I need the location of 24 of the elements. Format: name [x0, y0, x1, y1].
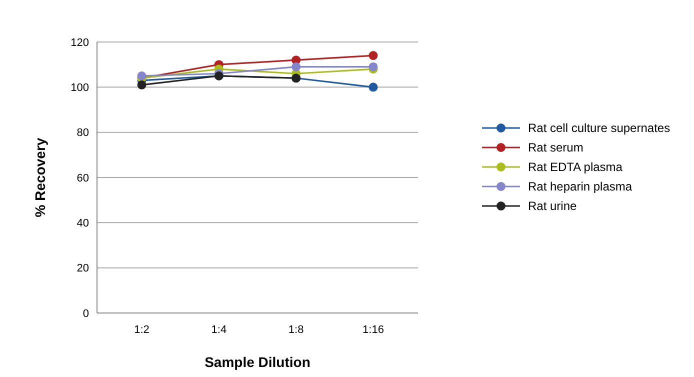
x-tick-label: 1:16: [362, 324, 384, 336]
y-axis-title: % Recovery: [32, 138, 48, 218]
point: [137, 71, 146, 80]
legend-label: Rat serum: [528, 140, 584, 155]
x-axis-title: Sample Dilution: [204, 354, 310, 370]
y-tick-label: 0: [82, 308, 89, 320]
y-tick-label: 60: [76, 172, 89, 184]
point: [368, 51, 378, 60]
y-tick-label: 80: [76, 127, 89, 140]
point: [292, 62, 301, 72]
legend-label: Rat heparin plasma: [528, 180, 632, 194]
y-tick-label: 20: [76, 262, 89, 275]
y-tick-label: 120: [70, 36, 89, 49]
x-tick-label: 1:8: [288, 324, 304, 336]
point: [368, 62, 378, 72]
y-tick-label: 40: [76, 218, 89, 230]
y-tick-label: 100: [70, 82, 89, 94]
legend-label: Rat cell culture supernates: [528, 121, 670, 136]
legend-label: Rat urine: [528, 199, 578, 214]
legend-label: Rat EDTA plasma: [528, 160, 623, 174]
point: [368, 82, 378, 92]
x-tick-label: 1:4: [211, 324, 227, 336]
x-tick-label: 1:2: [134, 324, 150, 336]
point: [137, 80, 146, 90]
